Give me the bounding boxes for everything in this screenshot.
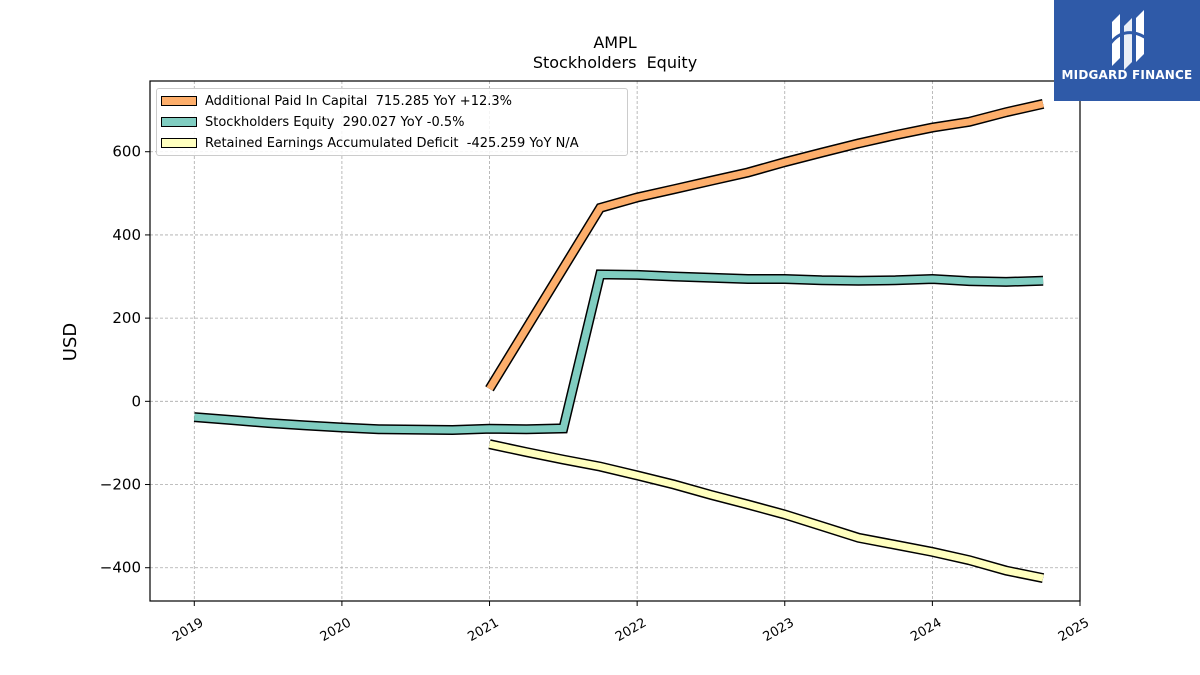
- series-layer: [193, 99, 1045, 583]
- series-outline-stockholders-equity: [193, 269, 1044, 436]
- legend-swatch-additional-paid-in-capital: [161, 96, 197, 106]
- chart-legend: Additional Paid In Capital 715.285 YoY +…: [156, 88, 628, 156]
- y-axis-label: USD: [60, 323, 81, 361]
- y-tick-label: −200: [100, 476, 141, 494]
- x-tick-label: 2022: [613, 615, 649, 645]
- legend-swatch-stockholders-equity: [161, 117, 197, 127]
- series-line-stockholders-equity: [194, 270, 1044, 434]
- legend-item-retained-earnings: Retained Earnings Accumulated Deficit -4…: [161, 134, 579, 152]
- chart-subtitle: Stockholders Equity: [533, 53, 697, 72]
- x-tick-label: 2025: [1056, 615, 1092, 645]
- midgard-logo-mark-icon: [1108, 10, 1147, 70]
- grid-layer: [150, 81, 1081, 601]
- y-tick-label: 400: [112, 226, 141, 244]
- chart-title: AMPL: [593, 33, 636, 52]
- x-tick-label: 2023: [761, 615, 797, 645]
- midgard-finance-logo: MIDGARD FINANCE: [1054, 0, 1200, 101]
- legend-item-additional-paid-in-capital: Additional Paid In Capital 715.285 YoY +…: [161, 92, 512, 110]
- legend-label-additional-paid-in-capital: Additional Paid In Capital 715.285 YoY +…: [205, 93, 512, 109]
- x-tick-label: 2020: [318, 615, 354, 645]
- x-tick-label: 2019: [170, 615, 206, 645]
- series-line-retained-earnings-accumulated-deficit: [488, 440, 1044, 582]
- legend-label-retained-earnings: Retained Earnings Accumulated Deficit -4…: [205, 135, 579, 151]
- plot-frame: [149, 80, 1081, 602]
- y-tick-label: 600: [112, 143, 141, 161]
- x-tick-label: 2021: [465, 615, 501, 645]
- y-tick-label: −400: [100, 559, 141, 577]
- logo-name: MIDGARD FINANCE: [1061, 68, 1193, 82]
- series-line-additional-paid-in-capital: [486, 100, 1044, 391]
- legend-swatch-retained-earnings: [161, 138, 197, 148]
- y-tick-label: 200: [112, 309, 141, 327]
- legend-label-stockholders-equity: Stockholders Equity 290.027 YoY -0.5%: [205, 114, 465, 130]
- x-tick-label: 2024: [908, 615, 944, 645]
- legend-item-stockholders-equity: Stockholders Equity 290.027 YoY -0.5%: [161, 113, 465, 131]
- y-tick-label: 0: [131, 392, 141, 410]
